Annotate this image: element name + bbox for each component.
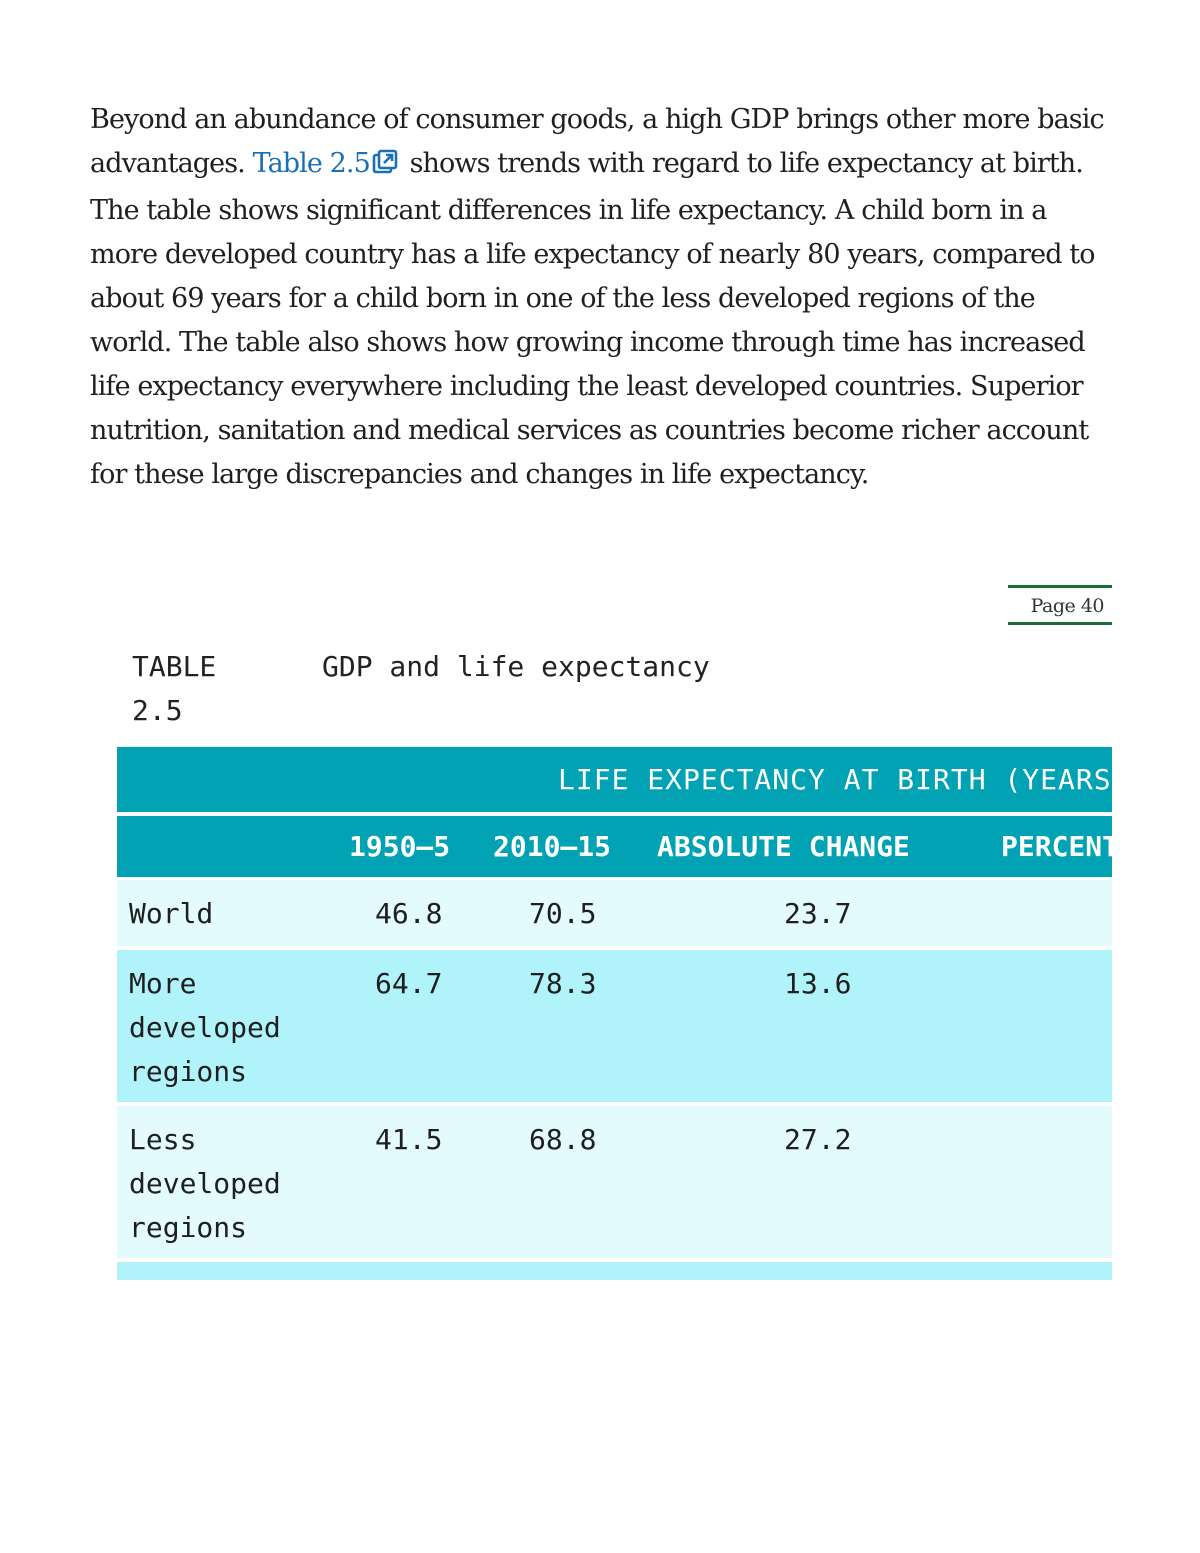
paragraph-text-start: Beyond an abundance of consumer goods, a… xyxy=(90,104,1105,179)
column-header-2010: 2010–15 xyxy=(493,830,612,863)
table-row: More developed regions 64.7 78.3 13.6 xyxy=(117,950,1112,1102)
cell-absolute-change: 27.2 xyxy=(784,1123,852,1156)
cell-1950: 41.5 xyxy=(375,1123,443,1156)
cell-1950: 64.7 xyxy=(375,967,443,1000)
cell-absolute-change: 13.6 xyxy=(784,967,852,1000)
body-paragraph: Beyond an abundance of consumer goods, a… xyxy=(90,98,1120,497)
table-row: World 46.8 70.5 23.7 xyxy=(117,880,1112,946)
open-in-new-icon[interactable] xyxy=(372,145,398,189)
life-expectancy-table: LIFE EXPECTANCY AT BIRTH (YEARS) 1950–5 … xyxy=(117,747,1112,1280)
cell-2010: 68.8 xyxy=(529,1123,597,1156)
column-header-1950: 1950–5 xyxy=(349,830,451,863)
table-column-header-row: 1950–5 2010–15 ABSOLUTE CHANGE PERCENTAG… xyxy=(117,816,1112,877)
paragraph-text-end: shows trends with regard to life expecta… xyxy=(90,148,1095,490)
table-row-partial xyxy=(117,1262,1112,1280)
row-label: Less developed regions xyxy=(129,1123,281,1244)
table-2-5-link[interactable]: Table 2.5 xyxy=(253,148,402,179)
column-header-absolute-change: ABSOLUTE CHANGE xyxy=(657,830,910,863)
row-label: World xyxy=(129,897,214,930)
cell-2010: 70.5 xyxy=(529,897,597,930)
column-header-percentage-change: PERCENTAGE CHANGE xyxy=(1001,830,1112,863)
table-row: Less developed regions 41.5 68.8 27.2 xyxy=(117,1106,1112,1258)
table-link-text[interactable]: Table 2.5 xyxy=(252,148,371,179)
row-label: More developed regions xyxy=(129,967,281,1088)
group-header: LIFE EXPECTANCY AT BIRTH (YEARS) xyxy=(558,763,1112,796)
table-title: GDP and life expectancy xyxy=(322,650,710,683)
cell-1950: 46.8 xyxy=(375,897,443,930)
table-group-header-row: LIFE EXPECTANCY AT BIRTH (YEARS) xyxy=(117,747,1112,812)
page-marker: Page 40 xyxy=(1008,585,1112,625)
page-number: Page 40 xyxy=(1030,595,1105,617)
table-label: TABLE 2.5 xyxy=(132,650,217,727)
cell-absolute-change: 23.7 xyxy=(784,897,852,930)
cell-2010: 78.3 xyxy=(529,967,597,1000)
